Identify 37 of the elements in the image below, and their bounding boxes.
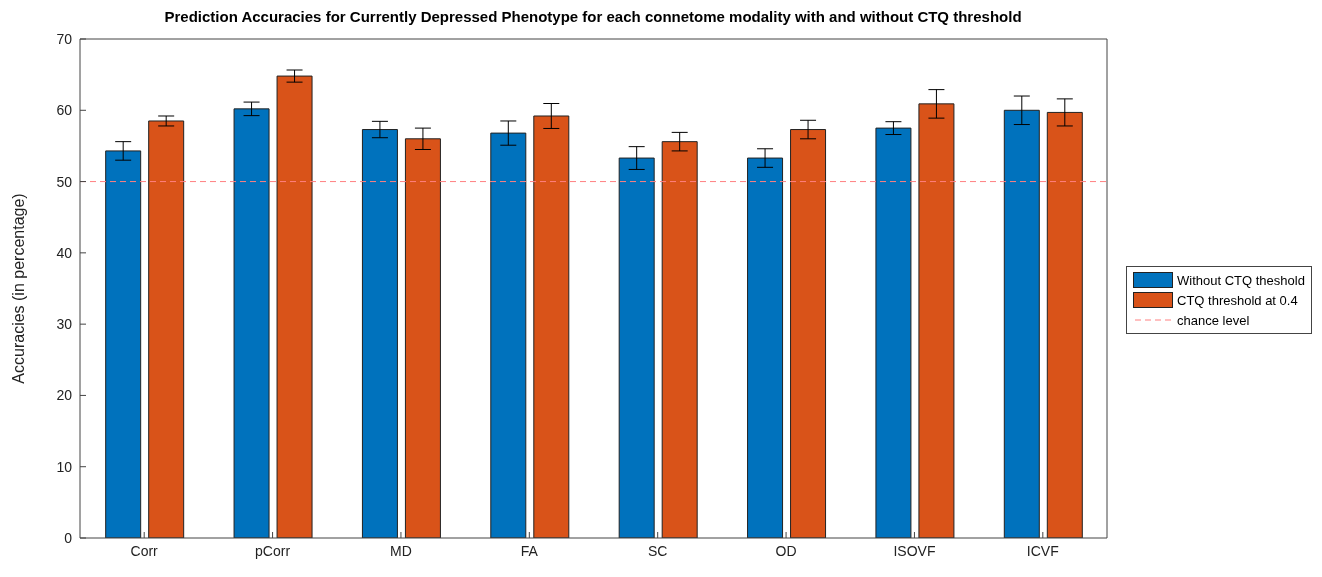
legend-label: Without CTQ theshold — [1177, 272, 1305, 288]
x-tick-label: ISOVF — [893, 542, 936, 559]
x-tick-label: FA — [520, 542, 539, 559]
chart-title: Prediction Accuracies for Currently Depressed Phenotype for each connetome modality with and without CTQ threshold — [163, 8, 1023, 25]
bar — [490, 132, 527, 538]
bar — [875, 127, 912, 538]
x-tick-label: OD — [775, 542, 797, 559]
bar — [148, 120, 185, 538]
bar — [233, 108, 270, 538]
bar — [918, 103, 955, 538]
bar — [1046, 111, 1083, 538]
legend-label: CTQ threshold at 0.4 — [1177, 292, 1298, 308]
x-tick-label: MD — [390, 542, 412, 559]
y-axis-title: Accuracies (in percentage) — [9, 193, 27, 384]
y-tick-label: 20 — [56, 387, 73, 404]
bar — [361, 129, 398, 538]
y-tick-label: 50 — [56, 173, 73, 190]
y-tick-label: 30 — [56, 316, 73, 333]
x-tick-label: Corr — [130, 542, 159, 559]
x-tick-label: ICVF — [1026, 542, 1059, 559]
bar — [747, 157, 784, 538]
y-tick-label: 0 — [64, 529, 73, 546]
y-tick-label: 10 — [56, 458, 73, 475]
x-tick-label: SC — [647, 542, 668, 559]
y-tick-label: 60 — [56, 102, 73, 119]
legend-label: chance level — [1177, 312, 1250, 328]
bar — [790, 129, 827, 538]
bar — [661, 141, 698, 538]
y-tick-label: 70 — [56, 30, 73, 47]
bar — [404, 138, 441, 538]
bar — [533, 115, 570, 538]
x-tick-label: pCorr — [255, 542, 291, 559]
y-tick-label: 40 — [56, 244, 73, 261]
bar — [618, 157, 655, 538]
bar — [1003, 109, 1040, 538]
bar — [276, 75, 313, 538]
bar — [105, 150, 142, 538]
